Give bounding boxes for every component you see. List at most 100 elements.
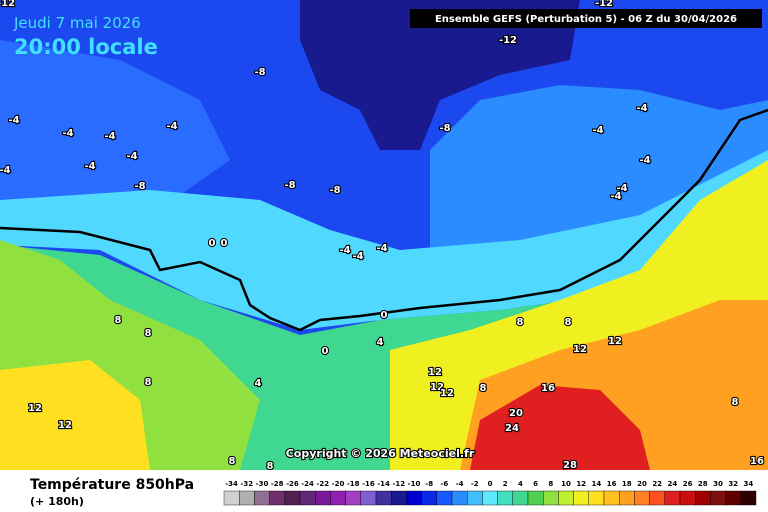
scale-label: 30 bbox=[713, 480, 723, 488]
contour-label: 0 bbox=[381, 310, 388, 321]
scale-swatch bbox=[649, 490, 665, 506]
contour-label: 8 bbox=[517, 317, 524, 328]
scale-swatch bbox=[406, 490, 422, 506]
contour-label: -12 bbox=[595, 0, 613, 9]
scale-label: -14 bbox=[377, 480, 390, 488]
scale-swatch bbox=[375, 490, 392, 506]
scale-swatch bbox=[603, 490, 620, 506]
scale-label: -20 bbox=[332, 480, 345, 488]
contour-label: 4 bbox=[377, 337, 384, 348]
contour-label: 8 bbox=[267, 461, 274, 472]
scale-label: 28 bbox=[698, 480, 708, 488]
scale-label: 24 bbox=[668, 480, 678, 488]
contour-label: 8 bbox=[565, 317, 572, 328]
lead-time: (+ 180h) bbox=[30, 495, 84, 508]
scale-swatch bbox=[238, 490, 255, 506]
scale-swatch bbox=[679, 490, 696, 506]
scale-swatch bbox=[588, 490, 605, 506]
scale-label: 2 bbox=[503, 480, 508, 488]
scale-label: 4 bbox=[518, 480, 523, 488]
contour-label: 8 bbox=[732, 397, 739, 408]
scale-label: 16 bbox=[607, 480, 617, 488]
scale-label: 10 bbox=[561, 480, 571, 488]
contour-label: 0 bbox=[322, 346, 329, 357]
scale-swatch bbox=[695, 490, 711, 506]
contour-label: -4 bbox=[126, 151, 137, 162]
scandinavia-area bbox=[430, 85, 768, 250]
scale-label: 12 bbox=[576, 480, 586, 488]
scale-swatch bbox=[634, 490, 650, 506]
contour-label: -4 bbox=[639, 155, 650, 166]
contour-label: 12 bbox=[440, 388, 454, 399]
scale-swatch bbox=[573, 490, 589, 506]
contour-label: 28 bbox=[563, 460, 577, 471]
contour-label: 4 bbox=[255, 378, 262, 389]
date: Jeudi 7 mai 2026 bbox=[13, 14, 141, 32]
contour-label: -8 bbox=[329, 185, 340, 196]
contour-label: 12 bbox=[573, 344, 587, 355]
scale-swatch bbox=[710, 490, 726, 506]
contour-label: -4 bbox=[376, 243, 387, 254]
scale-swatch bbox=[269, 490, 286, 506]
contour-label: -4 bbox=[616, 183, 627, 194]
scale-swatch bbox=[299, 490, 316, 506]
scale-swatch bbox=[527, 490, 544, 506]
scale-swatch bbox=[223, 490, 240, 506]
scale-label: 6 bbox=[533, 480, 538, 488]
greenland-area bbox=[0, 40, 230, 200]
scale-label: 32 bbox=[728, 480, 738, 488]
contour-label: -8 bbox=[439, 123, 450, 134]
contour-label: -4 bbox=[84, 161, 95, 172]
scale-label: 34 bbox=[744, 480, 754, 488]
scale-label: -30 bbox=[256, 480, 269, 488]
contour-label: 12 bbox=[58, 420, 72, 431]
scale-label: -12 bbox=[392, 480, 405, 488]
contour-label: -4 bbox=[62, 128, 73, 139]
scale-label: -2 bbox=[471, 480, 479, 488]
scale-label: 0 bbox=[488, 480, 493, 488]
contour-label: 0 bbox=[209, 238, 216, 249]
scale-label: -28 bbox=[271, 480, 284, 488]
contour-label: -4 bbox=[610, 191, 621, 202]
contour-label: -4 bbox=[104, 131, 115, 142]
scale-swatch bbox=[512, 490, 529, 506]
scale-swatch bbox=[391, 490, 407, 506]
scale-label: 18 bbox=[622, 480, 632, 488]
contour-label: 8 bbox=[115, 315, 122, 326]
contour-label: 12 bbox=[430, 382, 444, 393]
scale-label: 14 bbox=[592, 480, 602, 488]
scale-swatch bbox=[345, 490, 362, 506]
contour-label: -4 bbox=[592, 125, 603, 136]
scale-label: 8 bbox=[548, 480, 553, 488]
contour-label: 8 bbox=[480, 383, 487, 394]
scale-label: -24 bbox=[301, 480, 314, 488]
contour-label: -4 bbox=[352, 251, 363, 262]
scale-swatch bbox=[436, 490, 453, 506]
contour-label: -4 bbox=[8, 115, 19, 126]
contour-label: 0 bbox=[221, 238, 228, 249]
scale-label: -18 bbox=[347, 480, 360, 488]
scale-label: -22 bbox=[316, 480, 329, 488]
contour-label: -4 bbox=[0, 165, 11, 176]
cold-core bbox=[300, 0, 580, 150]
southwest-warm bbox=[0, 360, 150, 470]
run-box bbox=[410, 9, 762, 28]
scale-label: -32 bbox=[240, 480, 253, 488]
scale-label: -6 bbox=[441, 480, 449, 488]
contour-label: -4 bbox=[636, 103, 647, 114]
contour-label: -8 bbox=[254, 67, 265, 78]
scale-label: -10 bbox=[408, 480, 421, 488]
copyright: Copyright © 2026 Meteociel.fr bbox=[286, 447, 475, 460]
contour-label: 8 bbox=[145, 328, 152, 339]
hot-core bbox=[470, 385, 650, 470]
scale-swatch bbox=[467, 490, 483, 506]
contour-label: 16 bbox=[750, 456, 764, 467]
contour-label: 8 bbox=[229, 456, 236, 467]
contour-label: 12 bbox=[608, 336, 622, 347]
contour-label: -12 bbox=[499, 35, 517, 46]
scale-label: -16 bbox=[362, 480, 375, 488]
scale-swatch bbox=[497, 490, 514, 506]
contour-label: -4 bbox=[166, 121, 177, 132]
